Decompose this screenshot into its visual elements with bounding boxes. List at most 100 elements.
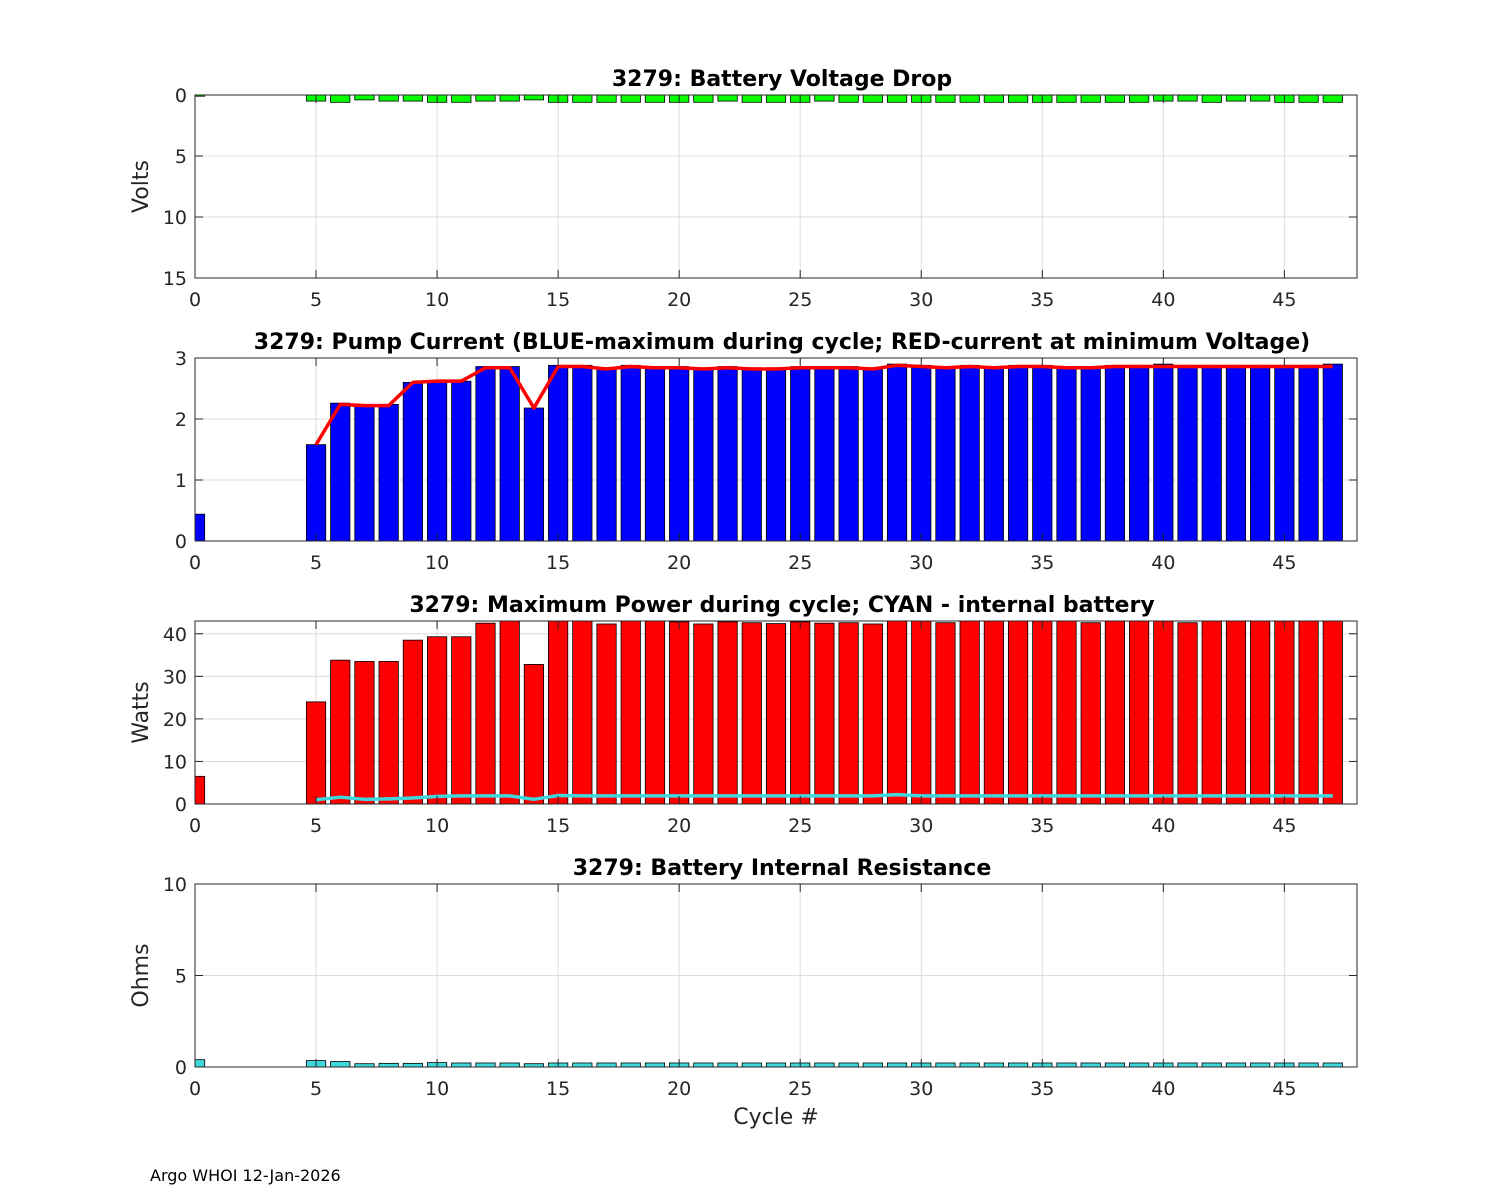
bar	[1225, 1062, 1247, 1067]
bar	[862, 623, 883, 804]
x-tick-label: 5	[310, 1078, 322, 1100]
bar	[1201, 1062, 1222, 1067]
bar	[741, 1062, 762, 1067]
bar	[1177, 1062, 1198, 1067]
x-tick-label: 10	[425, 1078, 449, 1100]
bar	[1129, 95, 1150, 103]
bar	[741, 95, 762, 103]
bar	[620, 95, 641, 103]
x-tick-label: 5	[310, 552, 322, 574]
axes-frame	[194, 883, 1358, 1068]
x-tick-label: 5	[310, 815, 322, 837]
bar	[475, 366, 496, 541]
bar	[1008, 95, 1029, 103]
bar	[1080, 622, 1101, 804]
bar	[669, 621, 690, 804]
bar	[596, 1062, 617, 1067]
bar	[1298, 95, 1319, 103]
bar	[838, 95, 859, 103]
y-tick-label: 1	[175, 470, 187, 492]
x-tick-label: 25	[788, 815, 812, 837]
x-tick-label: 45	[1272, 552, 1296, 574]
bar	[330, 402, 351, 541]
bar	[1274, 364, 1295, 541]
bar	[1129, 621, 1150, 804]
x-tick-label: 0	[189, 815, 201, 837]
y-tick-label: 0	[175, 531, 187, 553]
bar	[717, 1062, 738, 1067]
bar	[983, 621, 1004, 804]
bar	[195, 1059, 206, 1067]
chart-power: 0 5 10 15 20 25 30 35 40 45 0 10 20 30 40 3279: Maximum…	[129, 593, 1358, 837]
x-tick-label: 15	[546, 1078, 570, 1100]
y-tick-label: 5	[175, 146, 187, 168]
bar	[499, 1062, 520, 1067]
y-tick-label: 0	[175, 794, 187, 816]
bar	[475, 622, 496, 804]
bar	[1129, 1062, 1150, 1067]
chart-title: 3279: Battery Voltage Drop	[612, 67, 952, 92]
x-tick-label: 15	[546, 552, 570, 574]
x-tick-label: 20	[667, 289, 691, 311]
bar	[1201, 364, 1222, 541]
bar	[451, 380, 472, 541]
series-line	[315, 792, 1333, 802]
bar	[523, 407, 545, 541]
bar	[1225, 95, 1247, 102]
bar	[717, 95, 738, 102]
x-tick-label: 30	[909, 1078, 933, 1100]
bar	[1153, 363, 1174, 541]
bar	[596, 95, 617, 103]
y-tick-label: 0	[175, 85, 187, 107]
axes-frame	[194, 94, 1358, 279]
bar	[814, 1062, 835, 1067]
y-tick-label: 40	[163, 624, 187, 646]
bar	[765, 95, 787, 103]
x-tick-label: 20	[667, 552, 691, 574]
bar	[765, 1062, 787, 1067]
x-tick-label: 20	[667, 815, 691, 837]
bar	[1032, 621, 1053, 804]
x-tick-label: 20	[667, 1078, 691, 1100]
bar	[983, 1062, 1004, 1067]
bar	[1032, 364, 1053, 541]
x-tick-label: 40	[1151, 815, 1175, 837]
bar	[354, 1063, 375, 1067]
x-tick-label: 35	[1030, 289, 1054, 311]
series-line	[314, 363, 1333, 446]
footer-credit: Argo WHOI 12-Jan-2026	[150, 1166, 341, 1185]
axes-frame	[194, 357, 1358, 542]
x-axis-label: Cycle #	[733, 1105, 819, 1130]
x-tick-label: 10	[425, 815, 449, 837]
bar	[1177, 95, 1198, 102]
x-tick-label: 45	[1272, 1078, 1296, 1100]
bar	[1056, 1062, 1077, 1067]
plot-area	[195, 621, 1343, 804]
bar	[1322, 1062, 1343, 1067]
bar	[886, 95, 908, 103]
bar	[959, 95, 980, 103]
bar	[1322, 95, 1343, 103]
bar	[451, 1062, 472, 1067]
bar	[886, 1062, 908, 1067]
bar	[1104, 1062, 1125, 1067]
bar	[523, 664, 545, 804]
y-tick-label: 20	[163, 709, 187, 731]
bar	[983, 95, 1004, 103]
bar	[354, 661, 375, 804]
x-tick-label: 35	[1030, 815, 1054, 837]
bar	[572, 1062, 593, 1067]
x-tick-label: 35	[1030, 552, 1054, 574]
chart-title: 3279: Maximum Power during cycle; CYAN -…	[409, 593, 1154, 618]
bar	[935, 1062, 956, 1067]
x-tick-label: 40	[1151, 289, 1175, 311]
y-axis-label: Watts	[129, 681, 154, 744]
x-tick-label: 10	[425, 289, 449, 311]
x-tick-label: 40	[1151, 552, 1175, 574]
bar	[644, 366, 666, 541]
bar	[572, 364, 593, 541]
bar	[1225, 621, 1247, 804]
bar	[596, 367, 617, 541]
bar	[741, 367, 762, 541]
